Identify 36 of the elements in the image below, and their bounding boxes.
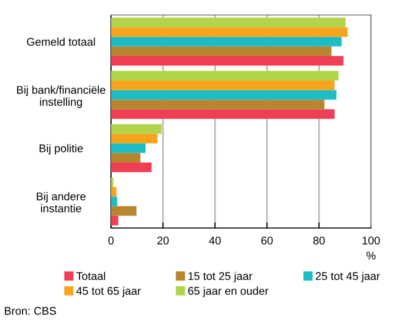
bar [111, 36, 342, 46]
bar [111, 206, 136, 216]
bar [111, 18, 346, 28]
y-tick-label: Bij bank/financiële instelling [17, 86, 106, 108]
legend-label: 45 tot 65 jaar [76, 286, 141, 297]
x-tick-label: 0 [108, 236, 114, 244]
bar [111, 56, 344, 66]
bar [111, 134, 158, 144]
bar [111, 109, 335, 119]
bar [111, 46, 332, 56]
y-tick-label: Bij politie [40, 144, 83, 154]
bar [111, 27, 348, 37]
bar [111, 124, 162, 134]
legend-label: Totaal [76, 272, 106, 280]
x-tick-label: 80 [313, 236, 325, 244]
legend-label: 15 tot 25 jaar [188, 272, 252, 282]
bar [111, 70, 338, 80]
bar [111, 162, 152, 172]
x-axis-title: % [366, 252, 376, 260]
bar [111, 80, 335, 90]
y-tick-label: Bij andere instantie [36, 192, 86, 212]
bar [111, 196, 118, 206]
bar [111, 216, 118, 226]
legend-label: 25 tot 45 jaar [316, 272, 380, 282]
bar [111, 100, 324, 110]
y-tick-label: Gemeld totaal [26, 38, 95, 46]
legend-label: 65 jaar en ouder [188, 286, 268, 297]
bar [111, 143, 146, 153]
x-tick-label: 20 [157, 236, 169, 244]
x-tick-label: 40 [209, 236, 221, 244]
x-tick-label: 100 [362, 236, 380, 244]
x-tick-label: 60 [261, 236, 273, 244]
bar [111, 152, 140, 163]
bar [111, 90, 336, 100]
bar [111, 187, 116, 197]
text: Bron: CBS [4, 306, 56, 315]
